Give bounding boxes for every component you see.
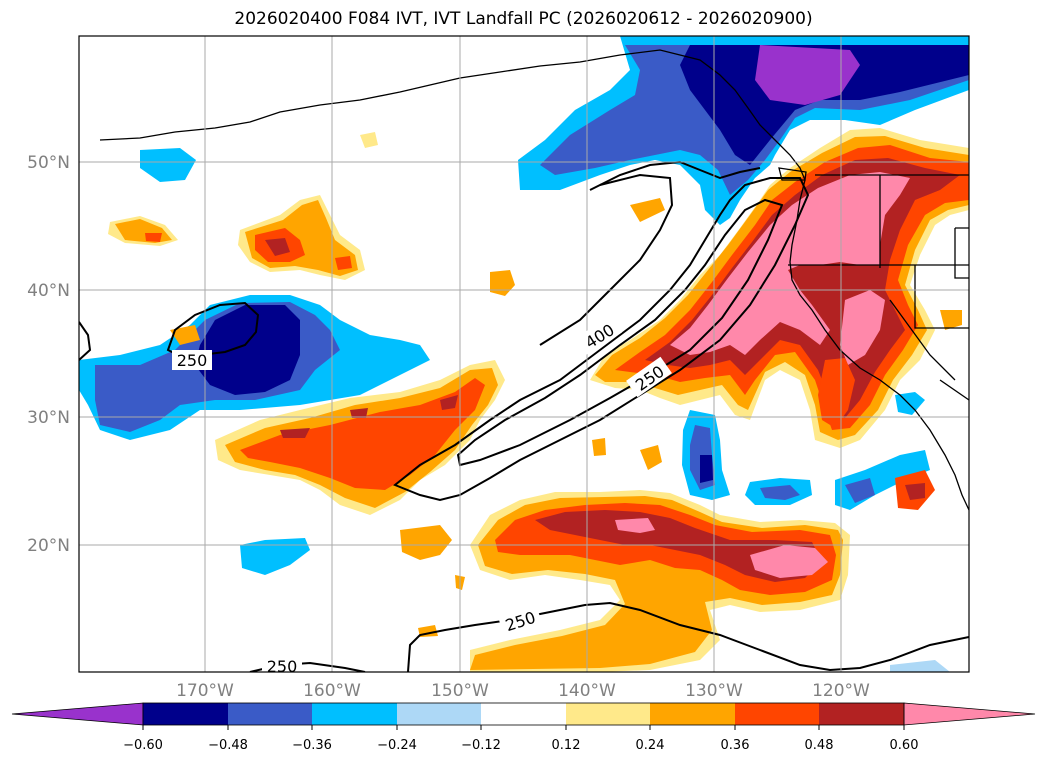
colorbar-tick: 0.12 (552, 738, 581, 753)
map-frame (78, 35, 970, 673)
contour-label-250-west: 250 (177, 351, 208, 370)
colorbar-extend-low (11, 702, 144, 726)
colorbar-tick: 0.24 (636, 738, 665, 753)
colorbar-bin-9 (819, 703, 904, 725)
coastlines (99, 49, 969, 511)
contour-400 (456, 173, 784, 467)
lon-label-150w: 150°W (431, 681, 489, 701)
colorbar-tick: −0.48 (208, 738, 248, 753)
lat-label-50n: 50°N (27, 153, 70, 173)
contours (79, 160, 969, 672)
lon-label-120w: 120°W (812, 681, 870, 701)
contour-label-250-bottom: 250 (267, 657, 298, 676)
colorbar-bin-4 (397, 703, 481, 725)
colorbar: −0.60 −0.48 −0.36 −0.24 −0.12 0.12 0.24 … (11, 702, 1036, 753)
colorbar-tick: −0.24 (377, 738, 417, 753)
lon-label-130w: 130°W (685, 681, 743, 701)
colorbar-tick: −0.60 (123, 738, 163, 753)
colorbar-bin-5 (481, 703, 566, 725)
graticule (79, 36, 969, 672)
colorbar-tick: −0.36 (292, 738, 332, 753)
lat-label-20n: 20°N (27, 536, 70, 556)
colorbar-bin-8 (735, 703, 819, 725)
colorbar-tick: 0.36 (721, 738, 750, 753)
colorbar-bin-1 (143, 703, 228, 725)
ivt-field (79, 36, 969, 672)
colorbar-extend-high (903, 702, 1036, 726)
contour-label-group: 400 250 250 250 250 (172, 315, 672, 676)
contour-250-main (393, 160, 810, 502)
colorbar-bin-6 (566, 703, 650, 725)
colorbar-tick: 0.48 (805, 738, 834, 753)
colorbar-tick: −0.12 (461, 738, 501, 753)
lon-label-160w: 160°W (303, 681, 361, 701)
map-title: 2026020400 F084 IVT, IVT Landfall PC (20… (234, 9, 813, 29)
lon-label-140w: 140°W (558, 681, 616, 701)
colorbar-tick: 0.60 (890, 738, 919, 753)
colorbar-bin-2 (228, 703, 312, 725)
colorbar-bin-7 (650, 703, 735, 725)
lon-label-170w: 170°W (176, 681, 234, 701)
colorbar-bin-3 (312, 703, 397, 725)
contour-250-south (407, 601, 969, 672)
lat-label-30n: 30°N (27, 408, 70, 428)
lat-label-40n: 40°N (27, 281, 70, 301)
